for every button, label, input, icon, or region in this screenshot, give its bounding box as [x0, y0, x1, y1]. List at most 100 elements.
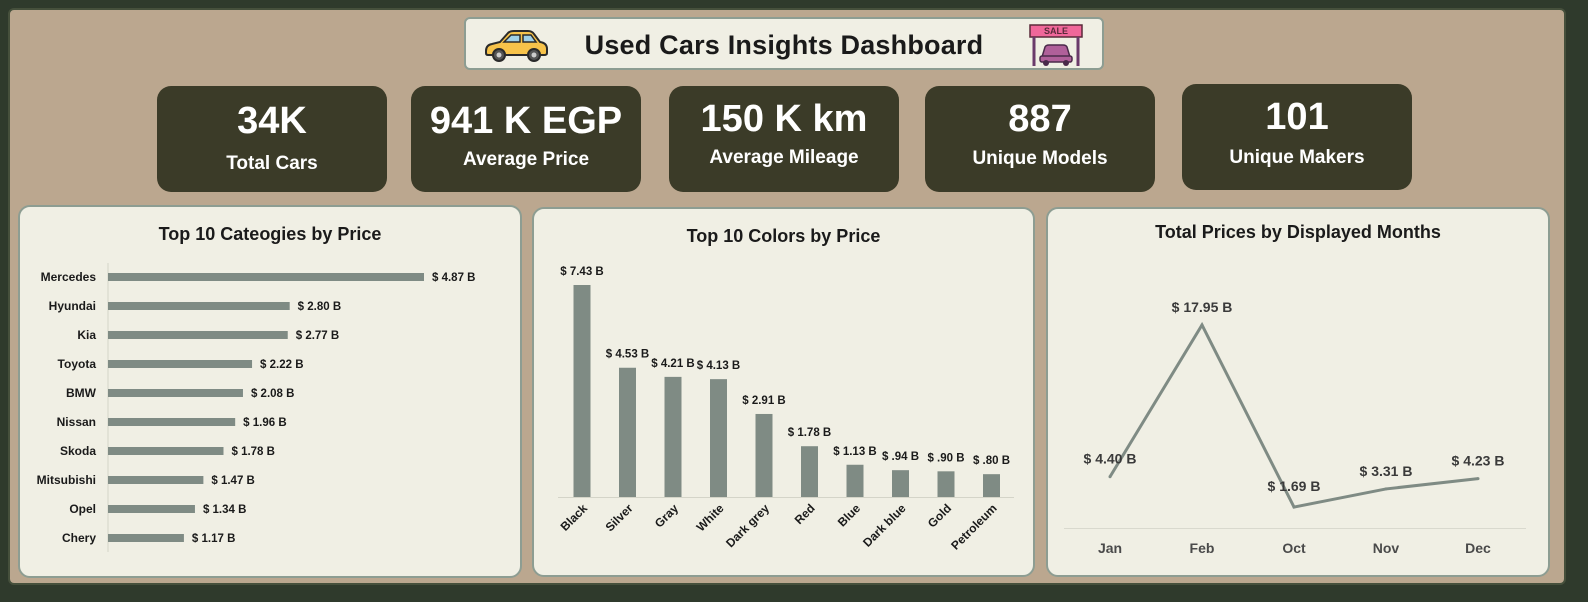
bar [108, 273, 424, 281]
kpi-value: 101 [1265, 96, 1329, 138]
chart-panel-months: Total Prices by Displayed Months [1046, 207, 1550, 577]
tick-label: Hyundai [49, 299, 96, 313]
tick-label: BMW [66, 386, 97, 400]
kpi-value: 150 K km [700, 98, 868, 140]
bar [846, 464, 864, 497]
data-label: $ 1.96 B [243, 417, 286, 429]
data-label: $ 2.77 B [296, 330, 339, 342]
tick-label: Oct [1282, 540, 1306, 556]
data-label: $ 2.22 B [260, 359, 303, 371]
bar [573, 285, 591, 497]
kpi-label: Total Cars [226, 153, 318, 174]
data-point [1384, 487, 1388, 491]
kpi-label: Unique Models [972, 148, 1108, 169]
svg-text:SALE: SALE [1044, 26, 1068, 36]
tick-label: Dark grey [723, 501, 772, 550]
data-label: $ 4.21 B [651, 358, 694, 370]
dashboard-title: Used Cars Insights Dashboard [584, 30, 984, 60]
tick-label: Skoda [60, 444, 96, 458]
bar [108, 302, 290, 310]
kpi-value: 887 [1008, 98, 1072, 140]
kpi-card-unique-models: 887 Unique Models [925, 86, 1155, 192]
kpi-value: 34K [237, 100, 307, 142]
bar [892, 470, 909, 497]
tick-label: White [694, 501, 727, 534]
tick-label: Jan [1098, 540, 1122, 556]
data-label: $ 17.95 B [1172, 299, 1233, 315]
chart-panel-colors: Top 10 Colors by Price [532, 207, 1035, 577]
chart-title: Total Prices by Displayed Months [1155, 222, 1441, 242]
bar [937, 471, 955, 497]
data-label: $ 4.23 B [1452, 453, 1505, 469]
bar [710, 379, 727, 497]
data-label: $ 1.69 B [1268, 478, 1321, 494]
data-label: $ 2.08 B [251, 388, 294, 400]
tick-label: Mercedes [41, 270, 97, 284]
tick-label: Chery [62, 531, 96, 545]
data-label: $ 2.80 B [298, 301, 341, 313]
bar [664, 376, 682, 497]
data-label: $ 1.13 B [833, 446, 876, 458]
chart-categories-svg: Mercedes $ 4.87 B Hyundai $ 2.80 B Kia $ 2.77… [37, 263, 475, 552]
tick-label: Gold [925, 501, 954, 530]
bar [108, 476, 204, 484]
kpi-value: 941 K EGP [429, 100, 623, 142]
tick-label: Opel [69, 502, 96, 516]
kpi-label: Average Mileage [709, 147, 859, 168]
data-label: $ 1.34 B [203, 504, 246, 516]
data-label: $ .90 B [927, 452, 964, 464]
data-point [1292, 505, 1296, 509]
tick-label: Mitsubishi [37, 473, 96, 487]
tick-label: Feb [1190, 540, 1215, 556]
tick-label: Blue [835, 501, 864, 530]
bar [108, 331, 288, 339]
kpi-card-average-price: 941 K EGP Average Price [411, 86, 641, 192]
data-label: $ 1.47 B [211, 475, 254, 487]
data-label: $ 4.40 B [1084, 451, 1137, 467]
data-label: $ 4.13 B [697, 360, 740, 372]
data-label: $ 4.53 B [606, 349, 649, 361]
dashboard-header: Used Cars Insights Dashboard SALE [464, 17, 1104, 70]
chart-title: Top 10 Colors by Price [686, 226, 881, 246]
bar [108, 360, 253, 368]
tick-label: Nissan [57, 415, 96, 429]
data-label: $ 1.17 B [192, 533, 235, 545]
tick-label: Toyota [58, 357, 97, 371]
kpi-card-average-mileage: 150 K km Average Mileage [669, 86, 899, 192]
chart-months-svg: $ 4.40 B Jan $ 17.95 B Feb $ 1.69 B Oct $ 3.31… [1064, 299, 1526, 556]
data-label: $ 7.43 B [560, 266, 603, 278]
tick-label: Nov [1373, 540, 1400, 556]
tick-label: Dec [1465, 540, 1491, 556]
chart-panel-categories: Top 10 Cateogies by Price [18, 205, 522, 578]
bar [108, 418, 236, 426]
data-point [1108, 475, 1112, 479]
data-label: $ 1.78 B [231, 446, 274, 458]
tick-label: Petroleum [948, 501, 999, 552]
bar [983, 474, 1000, 497]
bar [108, 389, 243, 397]
data-point [1200, 323, 1204, 327]
bar [619, 367, 636, 497]
tick-label: Silver [603, 501, 636, 534]
car-icon [485, 30, 548, 62]
data-label: $ .80 B [973, 455, 1010, 467]
chart-colors-svg: $ 7.43 B Black $ 4.53 B Silver $ 4.21 B Gray $… [558, 266, 1014, 553]
data-label: $ .94 B [882, 451, 919, 463]
bar [801, 446, 818, 497]
tick-label: Dark blue [860, 501, 909, 550]
data-label: $ 3.31 B [1360, 463, 1413, 479]
sale-sign-icon: SALE [1029, 24, 1083, 66]
kpi-card-total-cars: 34K Total Cars [157, 86, 387, 192]
data-label: $ 4.87 B [432, 272, 475, 284]
bar [755, 413, 773, 497]
kpi-card-unique-makers: 101 Unique Makers [1182, 84, 1412, 190]
tick-label: Red [792, 501, 818, 527]
data-label: $ 1.78 B [788, 427, 831, 439]
bar [108, 534, 184, 542]
tick-label: Black [558, 501, 591, 534]
data-point [1476, 477, 1480, 481]
bar [108, 505, 195, 513]
chart-title: Top 10 Cateogies by Price [158, 224, 382, 244]
tick-label: Kia [77, 328, 96, 342]
tick-label: Gray [652, 501, 681, 530]
